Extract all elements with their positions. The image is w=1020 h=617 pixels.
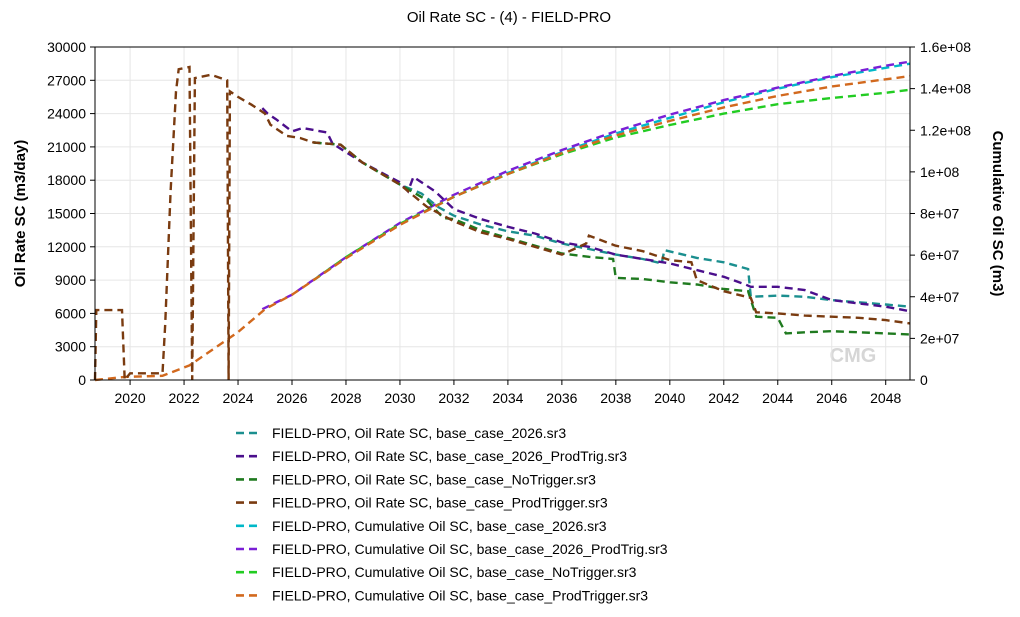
y-tick-label: 24000 <box>47 106 86 122</box>
y2-tick-label: 1.2e+08 <box>920 122 971 138</box>
y2-tick-label: 0 <box>920 372 928 388</box>
series-line-7 <box>94 74 911 382</box>
legend-label: FIELD-PRO, Cumulative Oil SC, base_case_… <box>272 587 648 603</box>
y-axis-label: Oil Rate SC (m3/day) <box>12 140 29 288</box>
y2-axis-label: Cumulative Oil SC (m3) <box>989 131 1006 297</box>
y-tick-label: 3000 <box>55 339 86 355</box>
y2-tick-label: 1.4e+08 <box>920 81 971 97</box>
y2-tick-label: 2e+07 <box>920 330 960 346</box>
y2-tick-label: 6e+07 <box>920 247 960 263</box>
legend-item: FIELD-PRO, Oil Rate SC, base_case_2026_P… <box>236 448 627 464</box>
legend-item: FIELD-PRO, Oil Rate SC, base_case_NoTrig… <box>236 471 596 487</box>
cmg-watermark-logo: CMG <box>830 345 877 367</box>
legend-label: FIELD-PRO, Oil Rate SC, base_case_NoTrig… <box>272 471 596 487</box>
series-line-3 <box>93 65 911 384</box>
x-tick-label: 2040 <box>654 390 685 406</box>
legend-item: FIELD-PRO, Oil Rate SC, base_case_ProdTr… <box>236 495 608 511</box>
legend-label: FIELD-PRO, Cumulative Oil SC, base_case_… <box>272 541 668 557</box>
x-tick-label: 2038 <box>600 390 631 406</box>
x-tick-label: 2044 <box>762 390 793 406</box>
y-tick-label: 0 <box>78 372 86 388</box>
legend-label: FIELD-PRO, Oil Rate SC, base_case_ProdTr… <box>272 495 608 511</box>
x-tick-label: 2024 <box>222 390 253 406</box>
series-line-0 <box>313 141 911 308</box>
legend-item: FIELD-PRO, Cumulative Oil SC, base_case_… <box>236 518 607 534</box>
y-tick-label: 18000 <box>47 172 86 188</box>
y2-tick-label: 8e+07 <box>920 206 960 222</box>
legend-item: FIELD-PRO, Cumulative Oil SC, base_case_… <box>236 587 648 603</box>
series-line-5 <box>261 60 911 311</box>
y-tick-label: 6000 <box>55 305 86 321</box>
y-tick-label: 12000 <box>47 239 86 255</box>
axis-ticks: 2020 2022 2024 2026 2028 2030 2032 2034 2036 2038… <box>47 39 971 406</box>
y-tick-label: 30000 <box>47 39 86 55</box>
series-line-1 <box>261 107 911 313</box>
x-tick-label: 2022 <box>168 390 199 406</box>
y2-tick-label: 1e+08 <box>920 164 960 180</box>
legend-label: FIELD-PRO, Oil Rate SC, base_case_2026_P… <box>272 448 627 464</box>
legend: FIELD-PRO, Oil Rate SC, base_case_2026.s… <box>236 425 668 603</box>
y-tick-label: 21000 <box>47 139 86 155</box>
legend-label: FIELD-PRO, Cumulative Oil SC, base_case_… <box>272 518 607 534</box>
y-tick-label: 27000 <box>47 72 86 88</box>
x-tick-label: 2026 <box>276 390 307 406</box>
x-tick-label: 2036 <box>546 390 577 406</box>
chart-title: Oil Rate SC - (4) - FIELD-PRO <box>407 9 611 26</box>
legend-item: FIELD-PRO, Cumulative Oil SC, base_case_… <box>236 564 637 580</box>
x-tick-label: 2048 <box>870 390 901 406</box>
y2-tick-label: 4e+07 <box>920 289 960 305</box>
y-tick-label: 9000 <box>55 272 86 288</box>
y-tick-label: 15000 <box>47 206 86 222</box>
series-line-6 <box>312 88 911 282</box>
series-line-4 <box>312 62 911 282</box>
x-tick-label: 2028 <box>330 390 361 406</box>
x-tick-label: 2030 <box>384 390 415 406</box>
legend-item: FIELD-PRO, Cumulative Oil SC, base_case_… <box>236 541 668 557</box>
x-tick-label: 2032 <box>438 390 469 406</box>
x-tick-label: 2042 <box>708 390 739 406</box>
series-lines <box>93 60 911 384</box>
x-tick-label: 2020 <box>115 390 146 406</box>
legend-label: FIELD-PRO, Oil Rate SC, base_case_2026.s… <box>272 425 566 441</box>
legend-label: FIELD-PRO, Cumulative Oil SC, base_case_… <box>272 564 637 580</box>
series-line-2 <box>313 141 911 336</box>
legend-item: FIELD-PRO, Oil Rate SC, base_case_2026.s… <box>236 425 566 441</box>
x-tick-label: 2046 <box>816 390 847 406</box>
x-tick-label: 2034 <box>492 390 523 406</box>
grid-lines <box>95 46 910 381</box>
y2-tick-label: 1.6e+08 <box>920 39 971 55</box>
